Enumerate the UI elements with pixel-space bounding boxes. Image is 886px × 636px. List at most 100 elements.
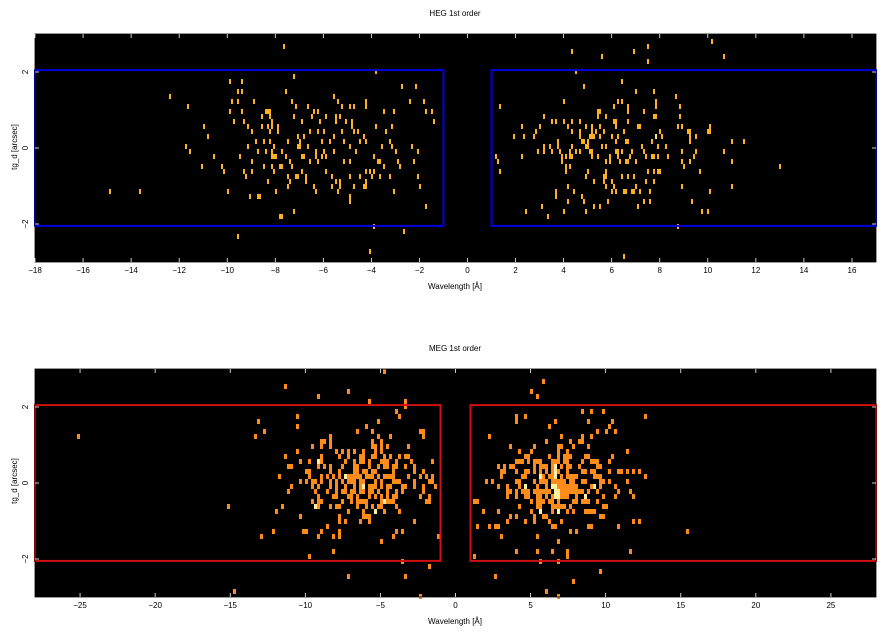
meg-event-cell [317, 499, 320, 504]
heg-event-cell [629, 154, 631, 159]
meg-event-cell [575, 499, 578, 504]
meg-event-cell [602, 514, 605, 519]
heg-event-cell [597, 154, 599, 159]
heg-event-cell [513, 134, 515, 139]
heg-event-cell [335, 119, 337, 124]
heg-event-cell [377, 159, 379, 164]
meg-event-cell [560, 474, 563, 479]
meg-event-cell [533, 444, 536, 449]
heg-event-cell [269, 109, 271, 114]
heg-event-cell [495, 154, 497, 159]
meg-event-cell [431, 479, 434, 484]
heg-event-cell [247, 124, 249, 129]
meg-event-cell [419, 429, 422, 434]
meg-event-cell [515, 414, 518, 419]
meg-event-cell [644, 474, 647, 479]
meg-event-cell [422, 434, 425, 439]
meg-event-cell [566, 469, 569, 474]
heg-event-cell [581, 194, 583, 199]
heg-y-tick-label: 2 [21, 69, 30, 74]
heg-event-cell [281, 164, 283, 169]
meg-event-cell [515, 419, 518, 424]
meg-event-cell [338, 534, 341, 539]
meg-event-cell [578, 464, 581, 469]
heg-event-cell [383, 164, 385, 169]
meg-event-cell [560, 479, 563, 484]
heg-event-cell [613, 184, 615, 189]
meg-x-axis-label: Wavelength [Å] [428, 617, 482, 626]
heg-event-cell [633, 49, 635, 54]
meg-event-cell [602, 494, 605, 499]
heg-event-cell [313, 184, 315, 189]
meg-y-axis-label: tg_d [arcsec] [10, 458, 19, 504]
meg-event-cell [596, 489, 599, 494]
heg-event-cell [657, 154, 659, 159]
heg-event-cell [559, 149, 561, 154]
meg-event-cell [524, 469, 527, 474]
heg-event-cell [353, 129, 355, 134]
heg-event-cell [301, 154, 303, 159]
heg-event-cell [383, 109, 385, 114]
heg-event-cell [625, 159, 627, 164]
meg-event-cell [608, 459, 611, 464]
meg-event-cell [548, 454, 551, 459]
heg-event-cell [371, 174, 373, 179]
meg-event-cell [566, 549, 569, 554]
meg-event-cell [500, 469, 503, 474]
meg-x-tick-label: 5 [528, 601, 533, 610]
meg-event-cell [338, 519, 341, 524]
heg-event-cell [341, 104, 343, 109]
meg-event-cell [395, 459, 398, 464]
heg-event-cell [639, 124, 641, 129]
heg-event-cell [287, 139, 289, 144]
meg-event-cell [404, 484, 407, 489]
meg-event-cell [566, 459, 569, 464]
heg-event-cell [627, 109, 629, 114]
meg-event-cell [572, 489, 575, 494]
heg-x-tick-label: −2 [415, 266, 425, 275]
meg-event-cell [557, 594, 560, 599]
meg-event-cell [419, 494, 422, 499]
heg-event-cell [277, 124, 279, 129]
heg-event-cell [603, 179, 605, 184]
meg-event-cell [386, 484, 389, 489]
meg-event-cell [371, 469, 374, 474]
meg-event-cell [428, 564, 431, 569]
meg-event-cell [323, 439, 326, 444]
meg-event-cell [644, 414, 647, 419]
meg-event-cell [341, 479, 344, 484]
heg-y-axis-label: tg_d [arcsec] [10, 124, 19, 170]
meg-event-cell [299, 479, 302, 484]
meg-event-cell [365, 424, 368, 429]
heg-event-cell [241, 79, 243, 84]
heg-event-cell [257, 149, 259, 154]
meg-event-cell [392, 494, 395, 499]
heg-event-cell [293, 209, 295, 214]
meg-event-cell [422, 469, 425, 474]
meg-event-cell [605, 429, 608, 434]
meg-event-cell [569, 484, 572, 489]
heg-event-cell [643, 149, 645, 154]
heg-plot-area [35, 34, 876, 262]
meg-event-cell [380, 439, 383, 444]
meg-event-cell [617, 524, 620, 529]
meg-event-cell [329, 479, 332, 484]
heg-event-cell [409, 99, 411, 104]
meg-event-cell [551, 474, 554, 479]
heg-event-cell [185, 144, 187, 149]
heg-event-cell [295, 104, 297, 109]
heg-event-cell [321, 139, 323, 144]
heg-event-cell [543, 114, 545, 119]
meg-event-cell [413, 484, 416, 489]
heg-event-cell [247, 144, 249, 149]
meg-event-cell [584, 509, 587, 514]
meg-event-cell [560, 484, 563, 489]
meg-event-cell [368, 484, 371, 489]
meg-event-cell [581, 409, 584, 414]
heg-event-cell [571, 154, 573, 159]
meg-event-cell [341, 464, 344, 469]
meg-event-cell [530, 449, 533, 454]
meg-event-cell [587, 509, 590, 514]
heg-event-cell [609, 154, 611, 159]
heg-event-cell [689, 139, 691, 144]
